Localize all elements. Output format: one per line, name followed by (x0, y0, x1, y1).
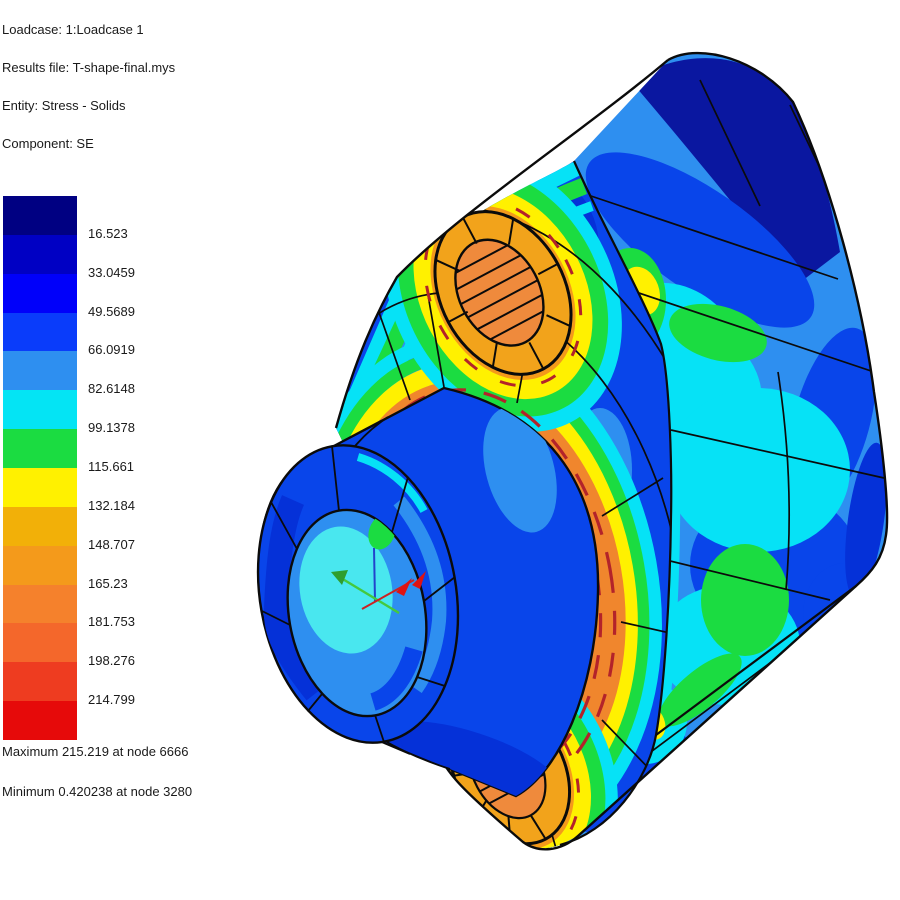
legend-level-label: 66.0919 (88, 342, 135, 357)
boss-cylinder[interactable] (235, 386, 600, 820)
z-axis (373, 547, 376, 602)
entity-label: Entity: Stress - Solids (2, 98, 126, 113)
legend-color-band (3, 273, 77, 313)
x-axis-arrowhead (396, 578, 412, 596)
legend-color-band (3, 468, 77, 507)
legend-color-band (3, 429, 77, 469)
legend-color-band (3, 545, 77, 585)
bolt-hole-top (433, 210, 573, 376)
legend-labels: 16.523 33.0459 49.5689 66.0919 82.6148 99.137… (88, 196, 178, 756)
y-axis (340, 576, 400, 615)
legend-level-label: 148.707 (88, 537, 135, 552)
legend-level-label: 33.0459 (88, 265, 135, 280)
legend-color-band (3, 196, 77, 235)
legend-color-band (3, 662, 77, 702)
results-file-label: Results file: T-shape-final.mys (2, 60, 176, 75)
legend-level-label: 181.753 (88, 614, 135, 629)
component-label: Component: SE (2, 136, 94, 151)
legend-level-label: 198.276 (88, 653, 135, 668)
legend-color-band (3, 312, 77, 352)
legend-colorbar[interactable] (3, 196, 77, 741)
legend-level-label: 49.5689 (88, 304, 135, 319)
legend-level-label: 214.799 (88, 692, 135, 707)
legend-color-band (3, 701, 77, 741)
legend-level-label: 16.523 (88, 226, 128, 241)
legend-level-label: 165.23 (88, 576, 128, 591)
legend-color-band (3, 506, 77, 546)
legend-level-label: 115.661 (88, 459, 135, 474)
legend-color-band (3, 351, 77, 391)
hex-edge-lines (559, 160, 857, 847)
legend-color-band (3, 390, 77, 430)
legend-level-label: 82.6148 (88, 381, 135, 396)
flange-outline (334, 51, 889, 851)
minimum-annotation: Minimum 0.420238 at node 3280 (2, 784, 193, 799)
y-axis-arrowhead (331, 570, 348, 585)
legend-level-label: 132.184 (88, 498, 135, 513)
x-axis-arrowhead2 (412, 571, 426, 589)
legend-color-band (3, 584, 77, 624)
annotation-header: Loadcase: 1:Loadcase 1 Results file: T-s… (2, 22, 175, 174)
legend-color-band (3, 623, 77, 663)
boss-mesh (261, 445, 456, 743)
loadcase-label: Loadcase: 1:Loadcase 1 (2, 22, 144, 37)
legend-color-band (3, 234, 77, 274)
legend-level-label: 99.1378 (88, 420, 135, 435)
maximum-annotation: Maximum 215.219 at node 6666 (2, 744, 189, 759)
axes-triad (331, 547, 426, 615)
